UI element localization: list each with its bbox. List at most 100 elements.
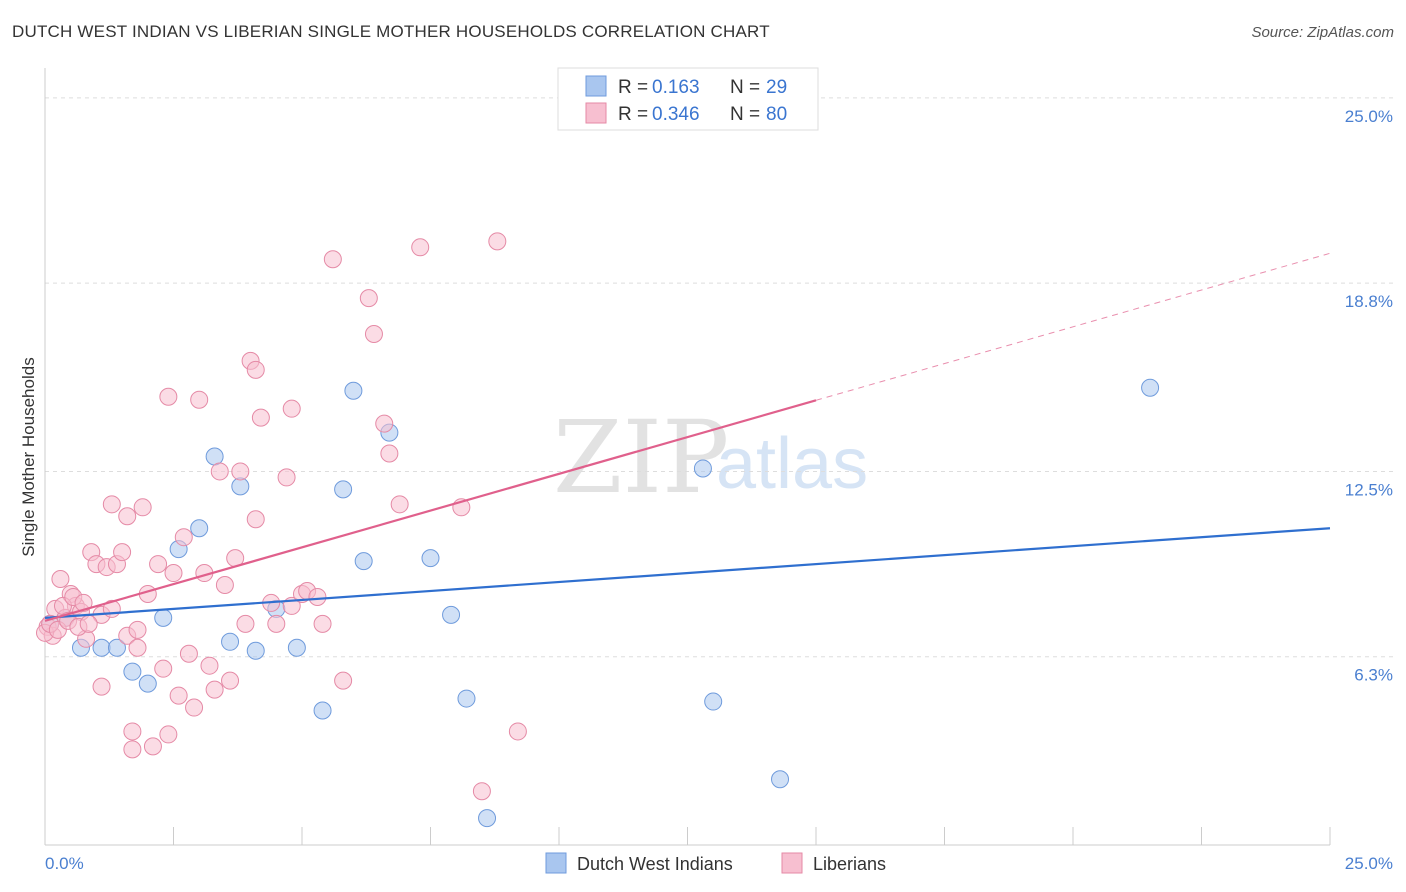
- point-liberian: [159, 387, 178, 406]
- data-points: [36, 232, 1160, 828]
- chart-title: DUTCH WEST INDIAN VS LIBERIAN SINGLE MOT…: [12, 22, 770, 41]
- point-liberian: [118, 507, 137, 526]
- point-dutch-west-indian: [154, 608, 173, 627]
- source-credit: Source: ZipAtlas.com: [1251, 24, 1394, 41]
- point-liberian: [282, 399, 301, 418]
- point-dutch-west-indian: [771, 770, 790, 789]
- bottom-legend-swatch-liberian: [781, 852, 803, 874]
- point-liberian: [236, 614, 255, 633]
- trend-lines: [44, 252, 1331, 622]
- bottom-legend-swatch-dutch: [545, 852, 567, 874]
- point-liberian: [123, 740, 142, 759]
- trend-line-liberian-extension: [815, 252, 1331, 401]
- x-tick-label-min: 0.0%: [45, 854, 84, 873]
- point-dutch-west-indian: [246, 641, 265, 660]
- series-legend: Dutch West Indians Liberians: [545, 852, 886, 874]
- point-dutch-west-indian: [1141, 378, 1160, 397]
- y-axis-title: Single Mother Households: [19, 357, 38, 556]
- point-dutch-west-indian: [421, 549, 440, 568]
- legend-swatch-dutch: [585, 75, 607, 97]
- trend-line-dutch: [44, 527, 1331, 619]
- point-liberian: [508, 722, 527, 741]
- point-dutch-west-indian: [344, 381, 363, 400]
- point-dutch-west-indian: [138, 674, 157, 693]
- point-liberian: [154, 659, 173, 678]
- bottom-legend-label-liberian: Liberians: [813, 854, 886, 874]
- point-dutch-west-indian: [478, 809, 497, 828]
- point-liberian: [174, 528, 193, 547]
- y-tick-label: 6.3%: [1354, 666, 1393, 685]
- point-liberian: [221, 671, 240, 690]
- point-liberian: [267, 614, 286, 633]
- x-tick-label-max: 25.0%: [1345, 854, 1393, 873]
- point-liberian: [200, 656, 219, 675]
- legend-n-value-liberian: 80: [766, 104, 787, 125]
- y-tick-label: 25.0%: [1345, 107, 1393, 126]
- y-tick-labels: 6.3% 12.5% 18.8% 25.0%: [1345, 107, 1393, 685]
- point-liberian: [92, 677, 111, 696]
- point-dutch-west-indian: [221, 632, 240, 651]
- point-liberian: [246, 510, 265, 529]
- point-liberian: [159, 725, 178, 744]
- gridlines: [45, 97, 1393, 658]
- point-liberian: [74, 593, 93, 612]
- point-liberian: [359, 289, 378, 308]
- y-tick-label: 18.8%: [1345, 292, 1393, 311]
- legend-n-label-dutch: N =: [730, 77, 760, 98]
- point-liberian: [164, 564, 183, 583]
- correlation-legend: R = 0.163 N = 29 R = 0.346 N = 80: [557, 67, 819, 131]
- point-liberian: [277, 468, 296, 487]
- y-tick-label: 12.5%: [1345, 480, 1393, 499]
- bottom-legend-label-dutch: Dutch West Indians: [577, 854, 733, 874]
- legend-r-value-liberian: 0.346: [652, 104, 700, 125]
- point-liberian: [133, 498, 152, 517]
- point-dutch-west-indian: [334, 480, 353, 499]
- legend-r-label-liberian: R =: [618, 104, 648, 125]
- point-liberian: [102, 495, 121, 514]
- point-liberian: [210, 462, 229, 481]
- point-dutch-west-indian: [313, 701, 332, 720]
- legend-n-value-dutch: 29: [766, 77, 787, 98]
- point-liberian: [215, 576, 234, 595]
- point-liberian: [246, 360, 265, 379]
- point-liberian: [179, 644, 198, 663]
- point-liberian: [128, 638, 147, 657]
- point-liberian: [113, 543, 132, 562]
- point-liberian: [390, 495, 409, 514]
- point-dutch-west-indian: [442, 605, 461, 624]
- point-liberian: [251, 408, 270, 427]
- point-liberian: [313, 614, 332, 633]
- point-liberian: [143, 737, 162, 756]
- point-dutch-west-indian: [457, 689, 476, 708]
- point-dutch-west-indian: [92, 638, 111, 657]
- x-ticks: [44, 827, 1331, 845]
- point-liberian: [364, 324, 383, 343]
- watermark-zip: ZIP: [553, 399, 729, 516]
- legend-r-label-dutch: R =: [618, 77, 648, 98]
- point-liberian: [488, 232, 507, 251]
- point-dutch-west-indian: [205, 447, 224, 466]
- point-liberian: [205, 680, 224, 699]
- legend-r-value-dutch: 0.163: [652, 77, 700, 98]
- trend-line-liberian: [44, 399, 817, 622]
- point-dutch-west-indian: [190, 519, 209, 538]
- point-dutch-west-indian: [123, 662, 142, 681]
- point-liberian: [323, 250, 342, 269]
- point-liberian: [128, 620, 147, 639]
- legend-n-label-liberian: N =: [730, 104, 760, 125]
- watermark-atlas: atlas: [716, 424, 868, 504]
- point-liberian: [472, 782, 491, 801]
- point-liberian: [149, 555, 168, 574]
- legend-swatch-liberian: [585, 102, 607, 124]
- point-liberian: [375, 414, 394, 433]
- point-dutch-west-indian: [704, 692, 723, 711]
- point-dutch-west-indian: [107, 638, 126, 657]
- point-liberian: [123, 722, 142, 741]
- point-dutch-west-indian: [354, 552, 373, 571]
- point-liberian: [411, 238, 430, 257]
- point-liberian: [334, 671, 353, 690]
- point-liberian: [79, 614, 98, 633]
- point-liberian: [169, 686, 188, 705]
- point-liberian: [51, 570, 70, 589]
